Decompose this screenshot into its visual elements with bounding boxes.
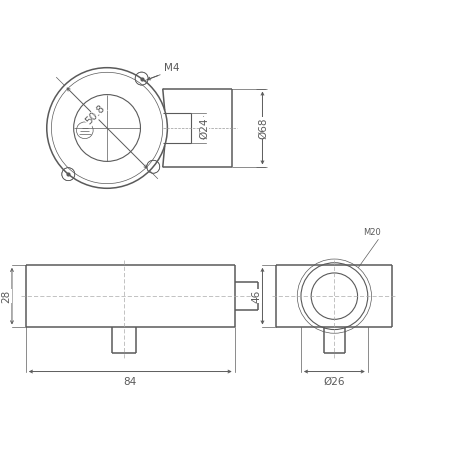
Text: M4: M4 bbox=[164, 63, 180, 73]
Text: Ø26: Ø26 bbox=[324, 377, 345, 387]
Text: Ø68: Ø68 bbox=[258, 117, 268, 139]
Text: 84: 84 bbox=[124, 377, 137, 387]
Text: 46: 46 bbox=[252, 290, 262, 303]
Text: Ø24: Ø24 bbox=[199, 117, 209, 139]
Text: M20: M20 bbox=[363, 228, 381, 237]
Text: 28: 28 bbox=[1, 290, 11, 303]
Text: 50.8: 50.8 bbox=[84, 103, 107, 127]
